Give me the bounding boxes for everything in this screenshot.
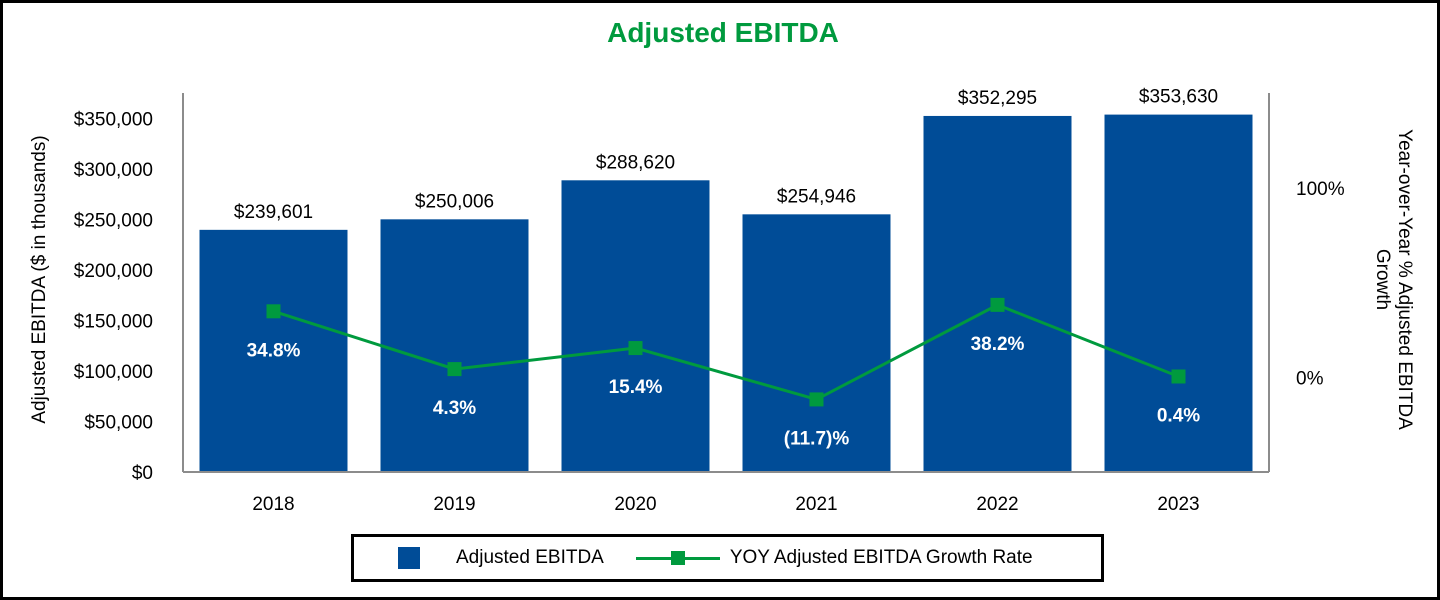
growth-marker bbox=[990, 297, 1005, 312]
bar bbox=[380, 219, 529, 472]
legend-label-line: YOY Adjusted EBITDA Growth Rate bbox=[729, 547, 1033, 568]
legend-entry-line: YOY Adjusted EBITDA Growth Rate bbox=[604, 546, 1033, 570]
legend-label-bar: Adjusted EBITDA bbox=[456, 547, 604, 568]
legend: Adjusted EBITDA YOY Adjusted EBITDA Grow… bbox=[351, 534, 1104, 582]
bar-series bbox=[199, 114, 1253, 472]
axes: $0 $50,000 $100,000 $150,000 $200,000 $250,00… bbox=[29, 93, 1415, 515]
bar bbox=[1104, 114, 1253, 472]
bar-value-label: $254,946 bbox=[777, 186, 856, 207]
bar bbox=[923, 115, 1072, 472]
legend-entry-bar: Adjusted EBITDA bbox=[354, 547, 604, 569]
x-tick-label: 2018 bbox=[252, 494, 294, 515]
growth-value-label: 0.4% bbox=[1157, 405, 1200, 426]
y-axis-title: Adjusted EBITDA ($ in thousands) bbox=[29, 135, 50, 423]
legend-line-symbol bbox=[635, 546, 720, 570]
growth-marker bbox=[809, 392, 824, 407]
y-tick-label: $300,000 bbox=[74, 160, 153, 181]
y2-axis-title: Year-over-Year % Adjusted EBITDAGrowth bbox=[1372, 129, 1415, 430]
y-tick-label: $250,000 bbox=[74, 210, 153, 231]
legend-marker bbox=[670, 551, 685, 565]
bar-labels: $239,601 $250,006 $288,620 $254,946 $352,295… bbox=[234, 87, 1218, 223]
x-tick-label: 2020 bbox=[614, 494, 656, 515]
y-tick-label: $100,000 bbox=[74, 362, 153, 383]
bar bbox=[742, 214, 891, 472]
bar-value-label: $288,620 bbox=[596, 152, 675, 173]
growth-marker bbox=[628, 341, 643, 356]
bar-value-label: $250,006 bbox=[415, 191, 494, 212]
growth-value-label: 34.8% bbox=[247, 340, 301, 361]
x-tick-label: 2023 bbox=[1157, 494, 1199, 515]
bar-value-label: $239,601 bbox=[234, 202, 313, 223]
y-tick-label: $50,000 bbox=[84, 412, 153, 433]
y-tick-label: $150,000 bbox=[74, 311, 153, 332]
growth-line bbox=[273, 303, 1180, 402]
growth-marker bbox=[266, 304, 281, 319]
bar-value-label: $353,630 bbox=[1139, 87, 1218, 108]
legend-swatch-bar bbox=[398, 547, 420, 569]
y-tick-label: $0 bbox=[132, 463, 153, 484]
growth-value-label: 4.3% bbox=[433, 398, 476, 419]
x-tick-label: 2021 bbox=[795, 494, 837, 515]
y-tick-label: $200,000 bbox=[74, 261, 153, 282]
chart-title: Adjusted EBITDA bbox=[607, 17, 839, 48]
growth-marker bbox=[1171, 369, 1186, 384]
y-tick-label: $350,000 bbox=[74, 109, 153, 130]
bar bbox=[199, 229, 348, 472]
chart-svg: $239,601 $250,006 $288,620 $254,946 $352,295… bbox=[29, 87, 1415, 515]
growth-value-label: 15.4% bbox=[609, 377, 663, 398]
x-tick-label: 2022 bbox=[976, 494, 1018, 515]
growth-value-label: (11.7)% bbox=[784, 428, 850, 449]
y2-tick-label: 100% bbox=[1296, 179, 1345, 200]
bar bbox=[561, 180, 710, 472]
y2-tick-label: 0% bbox=[1296, 368, 1324, 389]
x-tick-label: 2019 bbox=[433, 494, 475, 515]
bar-value-label: $352,295 bbox=[958, 88, 1037, 109]
growth-line-series: 34.8% 4.3% 15.4% (11.7)% 38.2% 0.4% bbox=[247, 297, 1200, 449]
growth-marker bbox=[447, 362, 462, 377]
growth-value-label: 38.2% bbox=[971, 334, 1025, 355]
